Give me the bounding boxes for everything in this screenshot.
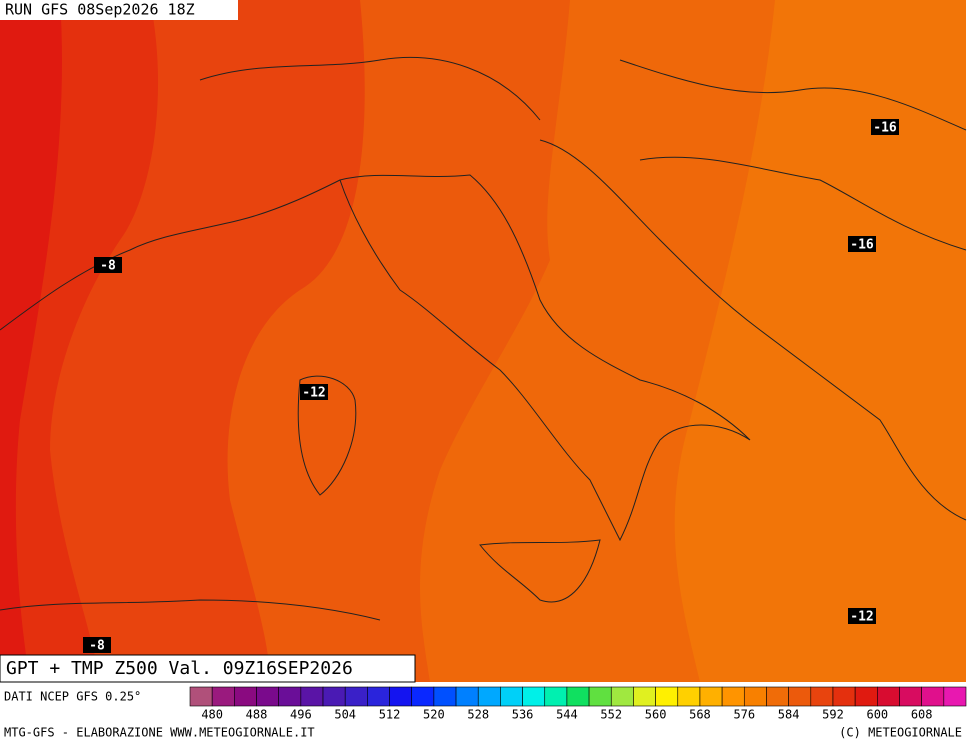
colorbar-tick-label: 568	[689, 708, 711, 722]
colorbar-swatch	[788, 686, 812, 707]
colorbar-swatch	[234, 686, 257, 707]
colorbar-tick-label: 576	[733, 708, 755, 722]
colorbar-swatch	[211, 686, 235, 707]
colorbar-tick-label: 528	[467, 708, 489, 722]
colorbar-tick-label: 608	[911, 708, 933, 722]
colorbar-tick-label: 544	[556, 708, 578, 722]
colorbar-swatch	[500, 686, 523, 707]
band	[0, 0, 62, 682]
colorbar-swatch	[256, 686, 279, 707]
colorbar-tick-label: 536	[512, 708, 534, 722]
colorbar-swatch	[566, 686, 590, 707]
contour-label: -8	[89, 639, 105, 654]
title-box	[0, 654, 416, 683]
colorbar-swatch	[522, 686, 546, 707]
colorbar-swatch	[810, 686, 834, 707]
colorbar-swatch	[544, 686, 568, 707]
contour-label-box	[300, 384, 328, 400]
run-box	[0, 0, 238, 20]
colorbar-swatch	[721, 686, 745, 707]
source-label: DATI NCEP GFS 0.25°	[4, 690, 141, 704]
colorbar-swatch	[899, 686, 922, 707]
colorbar-tick-label: 480	[201, 708, 223, 722]
colorbar-swatch	[477, 686, 501, 707]
colorbar-tick-label: 512	[379, 708, 401, 722]
contour-label: -12	[302, 386, 325, 401]
sardinia	[297, 375, 357, 496]
colorbar-swatch	[943, 686, 967, 707]
colorbar-swatch	[278, 686, 302, 707]
colorbar-swatch	[699, 686, 723, 707]
colorbar-swatch	[455, 686, 479, 707]
colorbar-swatch	[655, 686, 679, 707]
colorbar-swatch	[610, 686, 634, 707]
coast	[0, 179, 341, 331]
colorbar-tick-label: 504	[334, 708, 356, 722]
colorbar-swatch	[921, 686, 945, 707]
colorbar-tick-label: 496	[290, 708, 312, 722]
colorbar-swatch	[189, 686, 213, 707]
colorbar-swatch	[433, 686, 457, 707]
contour-label-box	[848, 608, 876, 624]
contour-label: -8	[100, 259, 116, 274]
contour-label: -16	[873, 121, 897, 136]
colorbar-swatch	[344, 686, 368, 707]
colorbar-swatch	[300, 686, 324, 707]
colorbar-swatch	[677, 686, 701, 707]
colorbar-swatch	[367, 686, 390, 707]
coast	[0, 599, 381, 621]
colorbar-tick-label: 552	[600, 708, 622, 722]
contour-label: -12	[850, 610, 873, 625]
map: -8 -12 -16 -16 -12 -8 RUN GFS 08Sep2026 18Z G…	[0, 0, 967, 683]
colorbar-swatch	[743, 686, 767, 707]
contour-label-box	[848, 236, 876, 252]
coastlines	[0, 57, 967, 621]
colorbar-swatch	[854, 686, 878, 707]
colorbar-swatch	[877, 686, 900, 707]
italy	[339, 174, 751, 542]
colorbar-tick-label: 520	[423, 708, 445, 722]
borders	[199, 57, 967, 251]
run-label: RUN GFS 08Sep2026 18Z	[5, 1, 195, 19]
colorbar-tick-label: 560	[645, 708, 667, 722]
contour-label-box	[83, 637, 111, 653]
contour-label-box	[871, 119, 899, 135]
footer-right: (C) METEOGIORNALE	[839, 726, 962, 740]
colorbar-swatch	[633, 686, 656, 707]
contour-label: -16	[850, 238, 874, 253]
colorbar-tick-label: 488	[246, 708, 268, 722]
map-title: GPT + TMP Z500 Val. 09Z16SEP2026	[6, 658, 353, 679]
footer-left: MTG-GFS - ELABORAZIONE WWW.METEOGIORNALE…	[4, 726, 315, 740]
colorbar-swatch	[411, 686, 435, 707]
colorbar-tick-label: 584	[778, 708, 800, 722]
colorbar-swatch	[389, 686, 413, 707]
sicily	[479, 539, 601, 603]
colorbar: 480 488 496 504 512 520 528 536 544 552 560 568 576 5…	[189, 686, 967, 722]
colorbar-swatch	[766, 686, 789, 707]
colorbar-swatch	[832, 686, 856, 707]
contour-label-box	[94, 257, 122, 273]
colorbar-swatch	[588, 686, 612, 707]
colorbar-tick-label: 600	[866, 708, 888, 722]
colorbar-tick-label: 592	[822, 708, 844, 722]
colorbar-swatch	[322, 686, 346, 707]
coast	[539, 139, 967, 521]
